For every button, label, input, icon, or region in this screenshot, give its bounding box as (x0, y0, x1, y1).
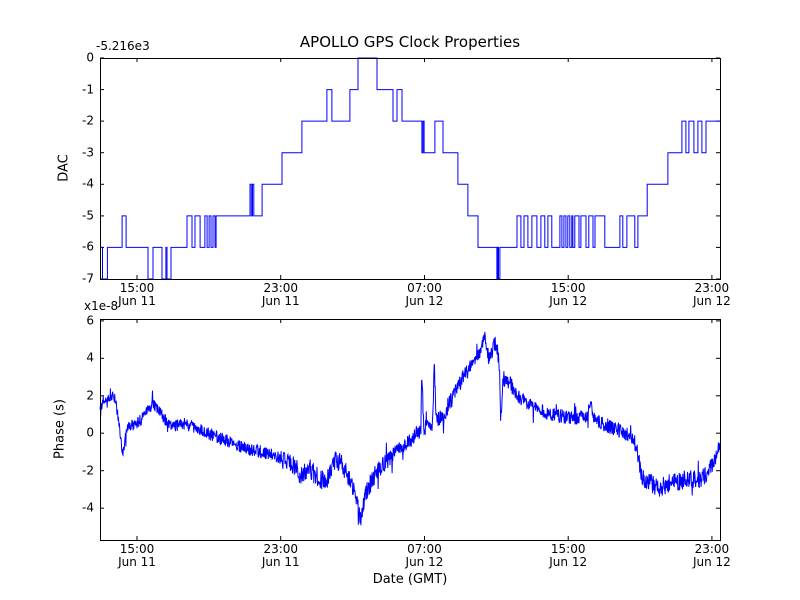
dac-trace (100, 57, 720, 280)
phase-trace (99, 331, 721, 526)
top-axes-frame (100, 58, 721, 280)
bottom-axes-frame (100, 319, 721, 541)
bottom-tick-marks (100, 319, 720, 540)
